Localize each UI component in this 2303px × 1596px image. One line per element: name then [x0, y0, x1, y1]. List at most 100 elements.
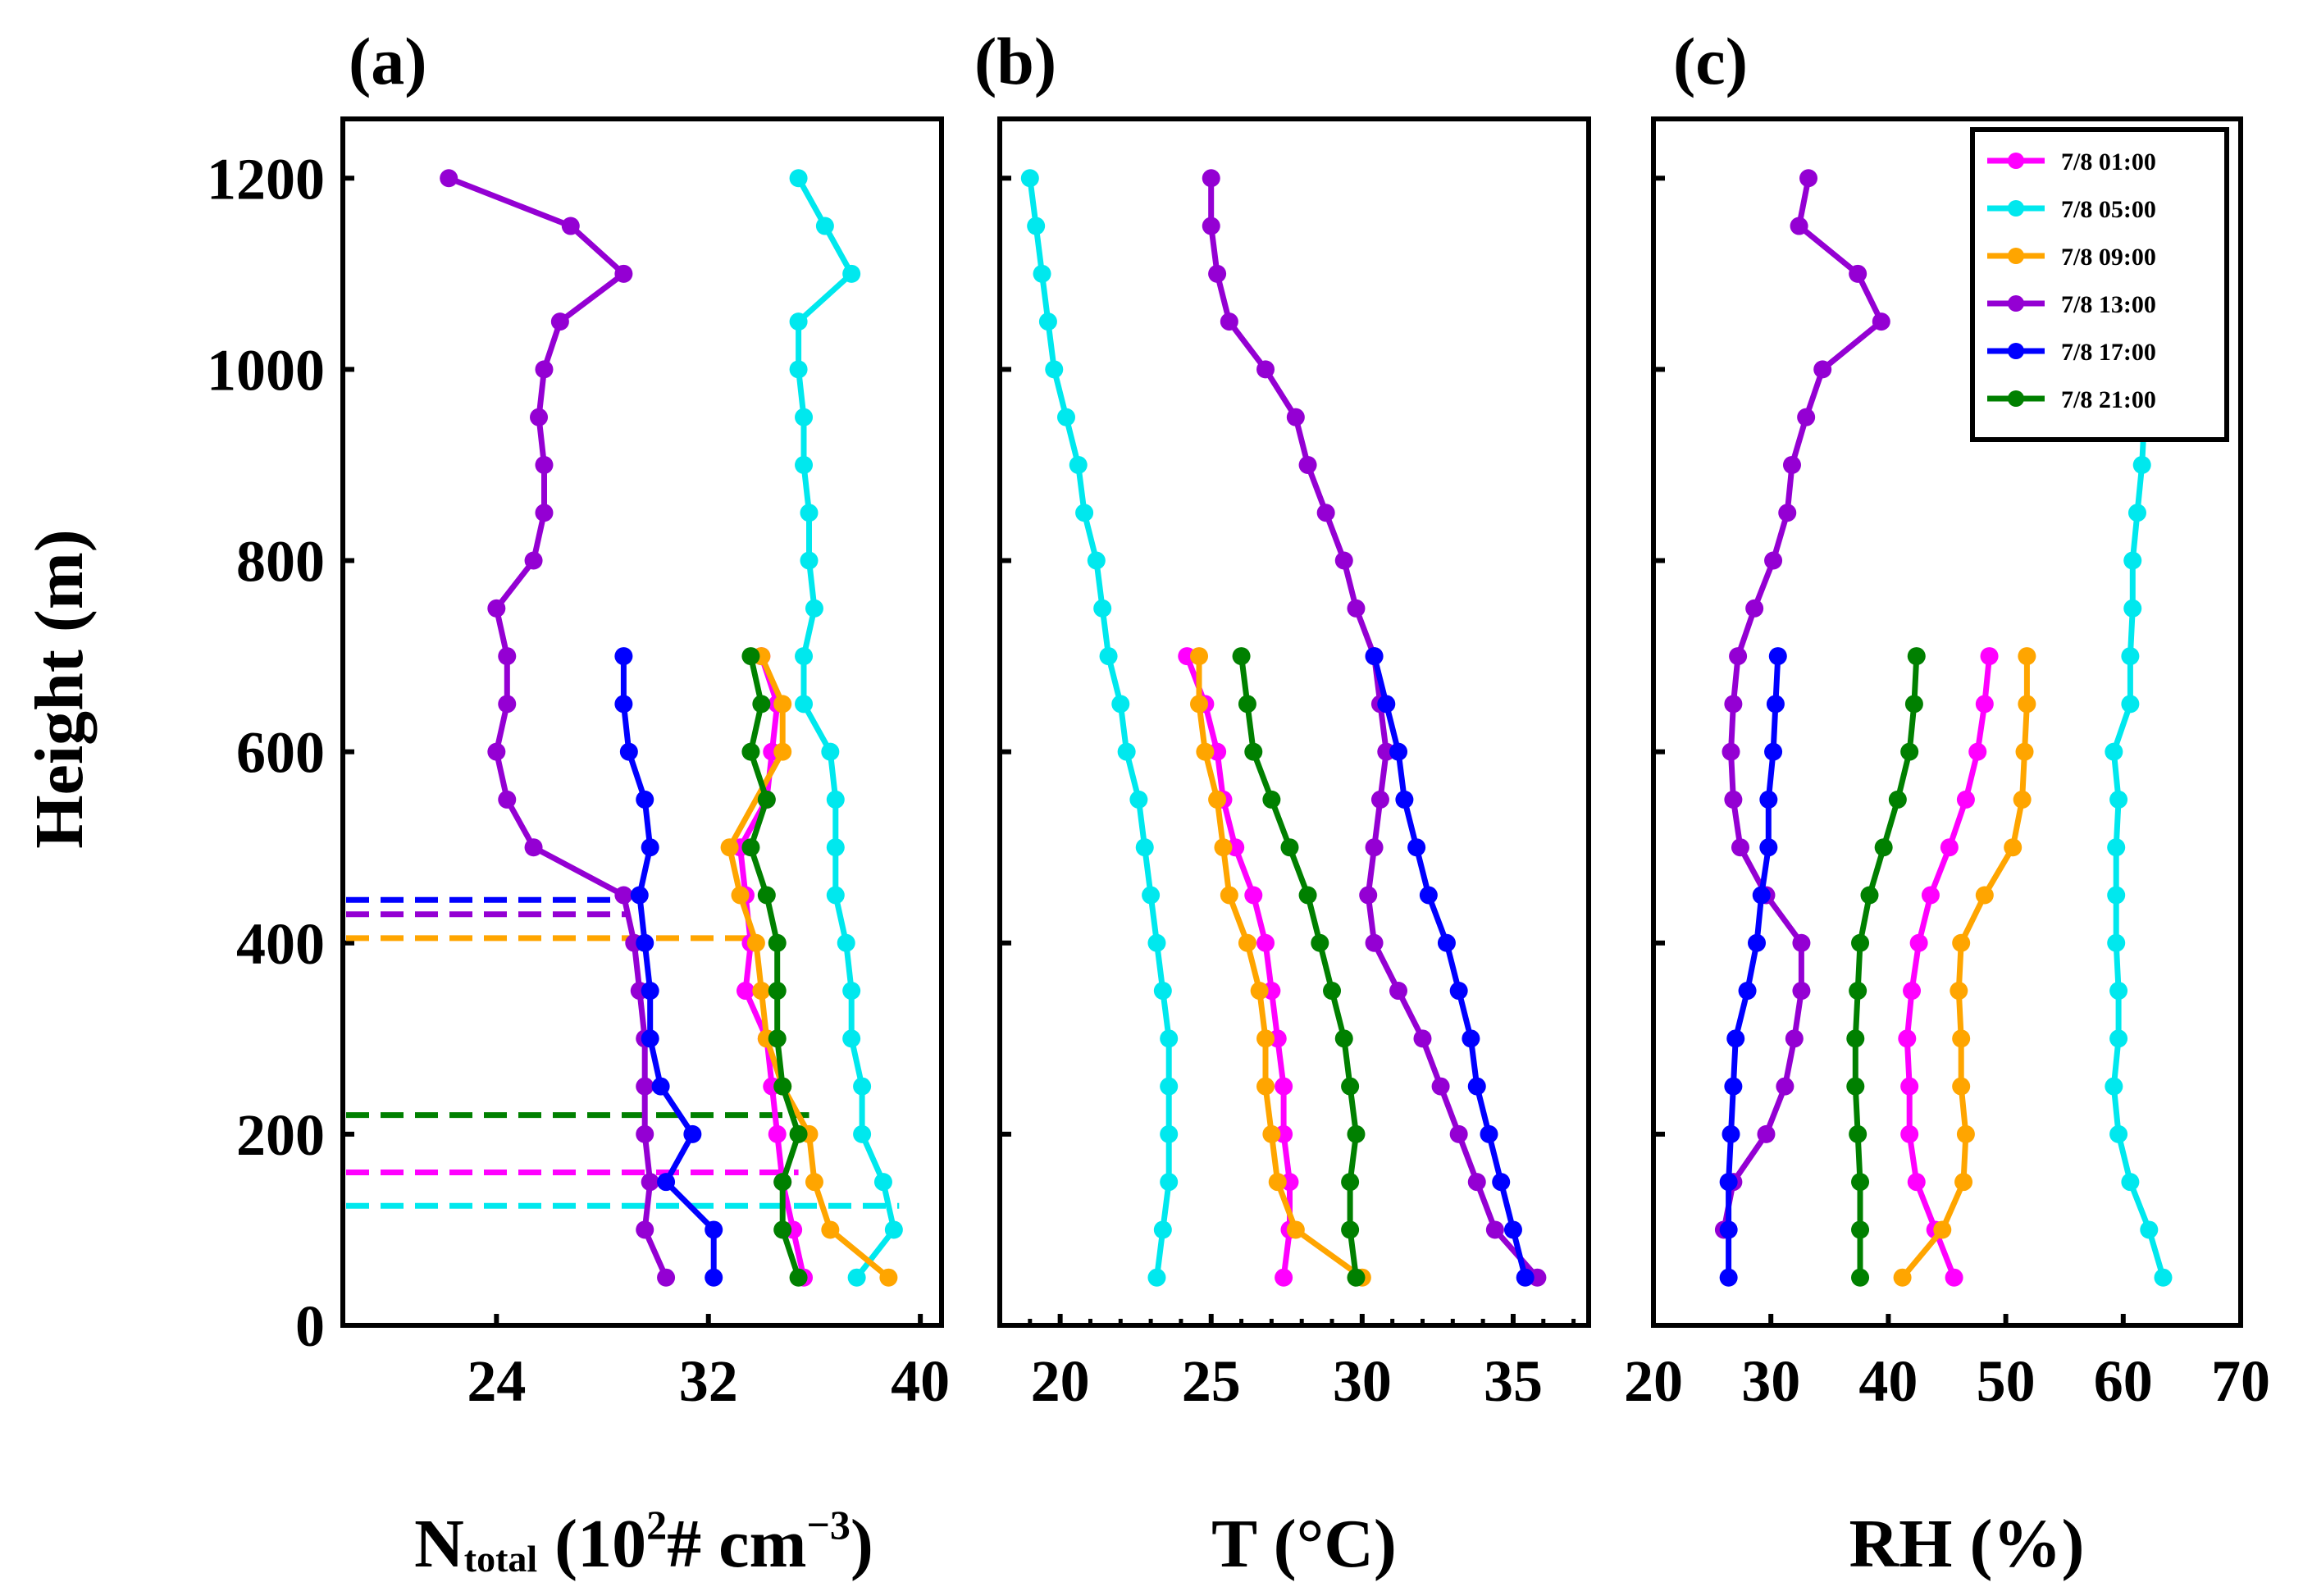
data-point — [768, 1124, 787, 1143]
data-point — [636, 933, 654, 952]
data-point — [1874, 838, 1893, 857]
data-point — [1872, 312, 1890, 331]
data-point — [1190, 695, 1209, 714]
panel-a: 0 200 400 600 800 1000 1200 24 32 40 — [207, 116, 950, 1414]
data-point — [1792, 933, 1811, 952]
series-line — [1027, 177, 1172, 1279]
data-point — [1244, 742, 1263, 761]
series-7-8-21-00 — [741, 647, 808, 1287]
data-point — [1147, 933, 1166, 952]
data-point — [1846, 1077, 1865, 1096]
data-point — [1904, 695, 1923, 714]
data-point — [741, 838, 760, 857]
data-point — [1907, 647, 1926, 666]
y-tick-label: 400 — [236, 911, 325, 977]
data-point — [1347, 1124, 1366, 1143]
data-point — [736, 982, 755, 1001]
data-point — [1256, 1029, 1275, 1048]
data-point — [1214, 838, 1233, 857]
x-tick-label: 35 — [1484, 1348, 1543, 1414]
series-7-8-01-00 — [731, 647, 814, 1287]
data-point — [641, 982, 659, 1001]
data-point — [619, 742, 638, 761]
data-point — [1250, 982, 1269, 1001]
data-point — [440, 169, 458, 188]
data-point — [1027, 217, 1046, 235]
data-point — [498, 790, 517, 809]
data-point — [1764, 742, 1783, 761]
series-7-8-09-00 — [1190, 647, 1371, 1287]
data-point — [1262, 1124, 1281, 1143]
data-point — [1933, 1220, 1952, 1239]
data-point — [1738, 982, 1757, 1001]
data-point — [1945, 1268, 1963, 1287]
data-point — [1954, 1173, 1973, 1192]
data-point — [1268, 1173, 1287, 1192]
x-tick-label: 25 — [1182, 1348, 1241, 1414]
data-point — [1135, 838, 1154, 857]
legend-swatch-marker — [2008, 200, 2024, 217]
data-point — [2132, 455, 2151, 474]
y-tick-label: 1200 — [207, 146, 325, 212]
data-point — [1921, 886, 1940, 905]
x-tick-label: 30 — [1333, 1348, 1392, 1414]
data-point — [1256, 933, 1275, 952]
data-point — [535, 360, 554, 379]
data-point — [1846, 1029, 1865, 1048]
series-7-8-13-00 — [1202, 169, 1547, 1287]
data-point — [1220, 312, 1238, 331]
data-point — [800, 551, 819, 570]
series-line — [1208, 178, 1540, 1280]
data-point — [1759, 838, 1778, 857]
data-point — [1722, 742, 1740, 761]
data-point — [1069, 455, 1088, 474]
plot-frame — [1651, 116, 2243, 1328]
data-point — [1719, 1268, 1738, 1287]
data-point — [795, 455, 814, 474]
data-point — [1849, 1124, 1867, 1143]
data-point — [773, 1173, 792, 1192]
series-7-8-01-00 — [1898, 647, 1999, 1287]
series-line — [796, 176, 897, 1279]
data-point — [614, 647, 633, 666]
data-point — [1956, 1124, 1975, 1143]
panel-c-letter: (c) — [1673, 24, 1748, 98]
data-point — [1903, 982, 1922, 1001]
legend-swatch-marker — [2008, 295, 2024, 312]
data-point — [1020, 169, 1039, 188]
legend-swatch-marker — [2008, 343, 2024, 359]
data-point — [795, 408, 814, 426]
data-point — [826, 790, 845, 809]
data-point — [535, 504, 554, 522]
data-point — [789, 1124, 808, 1143]
data-point — [657, 1173, 676, 1192]
data-point — [795, 695, 814, 714]
data-point — [1347, 599, 1366, 618]
data-point — [2121, 1173, 2140, 1192]
x-tick-label: 50 — [1977, 1348, 2036, 1414]
data-point — [1111, 695, 1130, 714]
data-point — [641, 1029, 659, 1048]
data-point — [1238, 695, 1256, 714]
data-point — [1087, 551, 1106, 570]
data-point — [853, 1124, 872, 1143]
data-point — [1724, 1077, 1743, 1096]
data-point — [2109, 1124, 2128, 1143]
x-tick-label: 30 — [1741, 1348, 1800, 1414]
data-point — [752, 982, 771, 1001]
data-point — [1851, 1220, 1870, 1239]
data-point — [1160, 1029, 1179, 1048]
data-point — [550, 312, 569, 331]
data-point — [1462, 1029, 1480, 1048]
legend-swatch-marker — [2008, 153, 2024, 169]
data-point — [1232, 647, 1251, 666]
data-point — [1449, 1124, 1468, 1143]
plot-frame — [997, 116, 1591, 1328]
data-point — [773, 1077, 792, 1096]
data-point — [1813, 360, 1832, 379]
data-point — [752, 695, 771, 714]
data-point — [1449, 982, 1468, 1001]
x-tick-label: 40 — [891, 1348, 950, 1414]
data-point — [641, 838, 659, 857]
